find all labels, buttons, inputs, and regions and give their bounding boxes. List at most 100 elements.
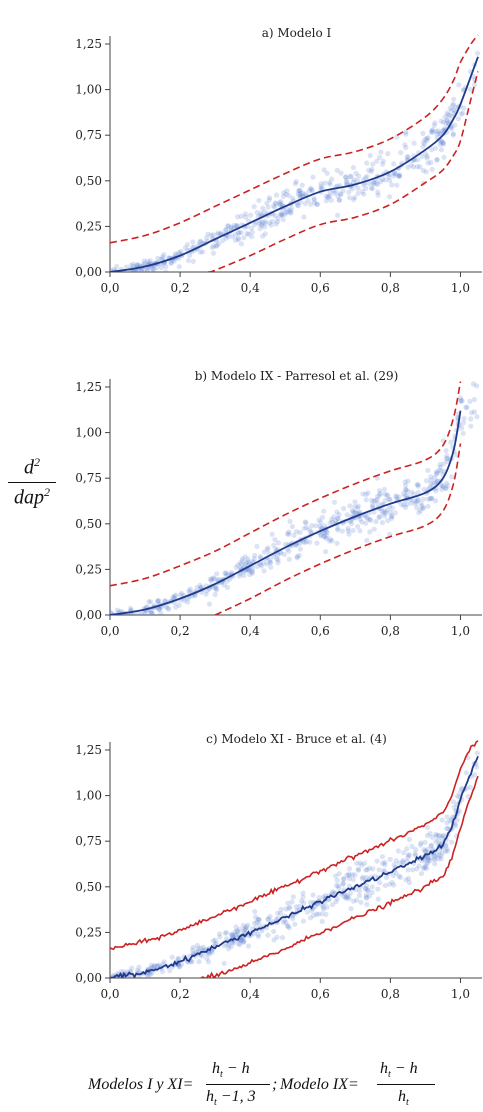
data-point [224,929,230,936]
data-point [209,949,215,955]
data-point [465,793,471,799]
data-point [375,493,381,499]
data-point [423,860,429,867]
data-point [233,932,239,938]
data-point [398,150,404,156]
x-tick-label: 1,0 [451,281,470,295]
data-point [249,569,255,575]
data-point [380,158,386,164]
data-point [225,233,231,240]
data-point [166,606,172,612]
data-point [450,132,456,138]
data-point [385,518,391,524]
data-point [207,951,213,957]
data-point [350,527,356,534]
y-tick-label: 0,50 [75,174,102,188]
data-point [437,142,443,148]
data-point [187,586,193,592]
data-point [198,238,204,244]
data-point [236,573,243,579]
data-point [420,144,426,150]
data-point [324,529,330,535]
data-point [305,197,311,203]
data-point [253,914,259,920]
formula-frac1-num: ht − h [212,1060,250,1081]
data-point [357,888,363,894]
data-point [363,894,369,900]
formula-frac1-line [206,1084,270,1085]
y-tick-label: 0,75 [75,128,102,142]
data-point [373,519,379,525]
formula-frac2-line [377,1084,435,1085]
data-point [127,605,134,611]
data-point [369,504,375,510]
data-point [340,188,346,194]
data-point [298,191,304,197]
data-point [333,873,339,879]
data-point [287,904,293,910]
data-point [346,883,352,889]
data-point [380,860,386,866]
data-point [326,896,332,902]
data-point [228,569,235,576]
data-point [422,839,428,845]
data-point [422,151,429,157]
data-point [296,188,302,194]
data-point [314,201,320,208]
data-point [205,231,211,237]
chart-panel-a: 0,00 0,25 0,50 0,75 1,00 1,25 0,0 0,2 0,4 0,6 0,8 1… [60,22,483,302]
data-point [142,610,148,615]
data-point [363,185,369,191]
data-point [238,937,244,943]
data-point [440,139,446,145]
data-point [441,154,447,160]
x-tick-label: 0,0 [100,624,119,638]
data-point [402,479,408,485]
data-point [361,860,368,866]
data-point [428,129,434,135]
data-point [443,485,449,491]
data-point [444,117,450,123]
data-point [417,164,423,170]
data-point [280,193,287,199]
data-point [260,205,266,211]
data-point [261,560,267,566]
data-point [176,264,182,270]
data-point [235,214,241,220]
data-point [214,571,220,577]
data-point [434,852,440,858]
data-point [438,853,444,859]
data-point [433,833,439,839]
data-point [405,852,411,858]
data-point [273,546,279,552]
data-point [393,493,399,499]
data-point [464,404,470,410]
data-point [440,484,446,490]
data-point [444,825,450,832]
data-point [459,398,465,404]
data-point [319,514,326,520]
data-point [265,932,271,938]
data-point [302,519,308,525]
data-point [444,480,450,486]
data-point [449,839,455,845]
formula-part1: Modelos I y XI= [88,1076,194,1093]
data-point [287,209,293,215]
data-point [278,199,284,205]
data-point [346,531,352,537]
data-point [389,514,395,520]
chart-b-title: b) Modelo IX - Parresol et al. (29) [194,369,399,383]
data-point [334,540,340,546]
data-point [238,230,244,236]
data-point [130,261,136,267]
data-point [223,235,229,241]
x-tick-label: 1,0 [451,624,470,638]
data-point [275,560,281,566]
data-point [146,599,152,605]
data-point [429,834,435,840]
data-point [335,516,341,522]
data-point [458,111,464,117]
data-point [276,200,283,206]
data-point [203,591,209,597]
data-point [359,875,365,882]
